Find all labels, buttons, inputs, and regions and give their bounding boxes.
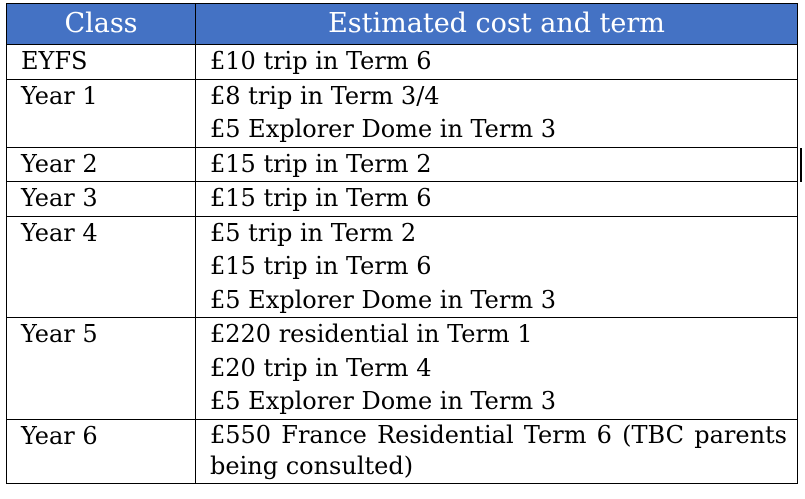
cost-line: £15 trip in Term 6	[210, 252, 432, 280]
header-estimated-cost-and-term: Estimated cost and term	[195, 3, 798, 45]
cost-table: Class Estimated cost and term EYFS £10 t…	[6, 3, 798, 484]
cost-line: £5 trip in Term 2	[210, 218, 417, 247]
table-row: Year 1 £8 trip in Term 3/4 £5 Explorer D…	[6, 78, 798, 148]
cost-cell: £550 France Residential Term 6 (TBC pare…	[195, 418, 798, 484]
header-class: Class	[6, 3, 196, 45]
table-row: Year 4 £5 trip in Term 2 £15 trip in Ter…	[6, 215, 798, 318]
class-cell: Year 3	[6, 181, 196, 217]
cost-line: £10 trip in Term 6	[210, 47, 432, 75]
cost-cell: £10 trip in Term 6	[195, 44, 798, 80]
cost-cell: £220 residential in Term 1 £20 trip in T…	[195, 317, 798, 420]
class-cell: Year 6	[6, 418, 196, 484]
class-cell: EYFS	[6, 44, 196, 80]
cost-line: £5 Explorer Dome in Term 3	[210, 115, 557, 143]
class-cell: Year 5	[6, 317, 196, 420]
cost-line: £5 Explorer Dome in Term 3	[210, 387, 557, 415]
class-cell: Year 2	[6, 146, 196, 182]
header-row: Class Estimated cost and term	[6, 3, 798, 45]
table-row: Year 3 £15 trip in Term 6	[6, 181, 798, 217]
cost-cell: £15 trip in Term 2	[195, 146, 798, 182]
cost-line: £5 Explorer Dome in Term 3	[210, 285, 557, 314]
class-cell: Year 1	[6, 78, 196, 148]
table-row: Year 2 £15 trip in Term 2	[6, 146, 798, 182]
cost-line: £15 trip in Term 6	[210, 184, 432, 212]
cost-line: £15 trip in Term 2	[210, 149, 432, 178]
class-cell: Year 4	[6, 215, 196, 318]
cost-line: £20 trip in Term 4	[210, 353, 432, 382]
text-cursor-mark	[800, 148, 802, 182]
table-row: EYFS £10 trip in Term 6	[6, 44, 798, 80]
cost-cell: £15 trip in Term 6	[195, 181, 798, 217]
cost-line: £550 France Residential Term 6 (TBC pare…	[210, 420, 787, 481]
table-row: Year 6 £550 France Residential Term 6 (T…	[6, 418, 798, 484]
table-row: Year 5 £220 residential in Term 1 £20 tr…	[6, 317, 798, 420]
cost-cell: £8 trip in Term 3/4 £5 Explorer Dome in …	[195, 78, 798, 148]
cost-line: £8 trip in Term 3/4	[210, 81, 440, 110]
cost-line: £220 residential in Term 1	[210, 320, 533, 348]
cost-cell: £5 trip in Term 2 £15 trip in Term 6 £5 …	[195, 215, 798, 318]
